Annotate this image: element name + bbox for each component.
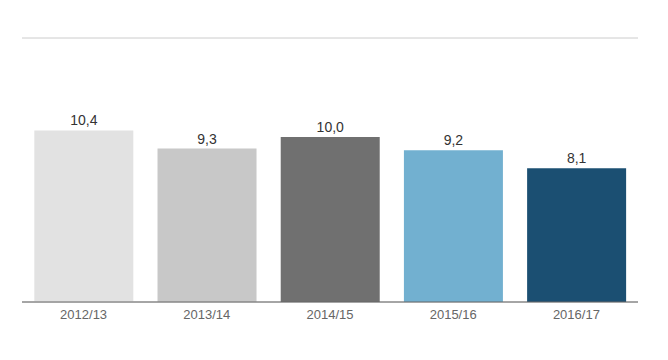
svg-text:2013/14: 2013/14 <box>183 307 230 322</box>
svg-text:2014/15: 2014/15 <box>307 307 354 322</box>
svg-text:9,3: 9,3 <box>197 131 217 147</box>
svg-text:2016/17: 2016/17 <box>553 307 600 322</box>
svg-text:2015/16: 2015/16 <box>430 307 477 322</box>
svg-text:2012/13: 2012/13 <box>60 307 107 322</box>
svg-text:9,2: 9,2 <box>444 132 464 148</box>
svg-text:10,4: 10,4 <box>70 112 97 128</box>
svg-text:10,0: 10,0 <box>317 119 344 135</box>
svg-text:8,1: 8,1 <box>567 150 587 166</box>
